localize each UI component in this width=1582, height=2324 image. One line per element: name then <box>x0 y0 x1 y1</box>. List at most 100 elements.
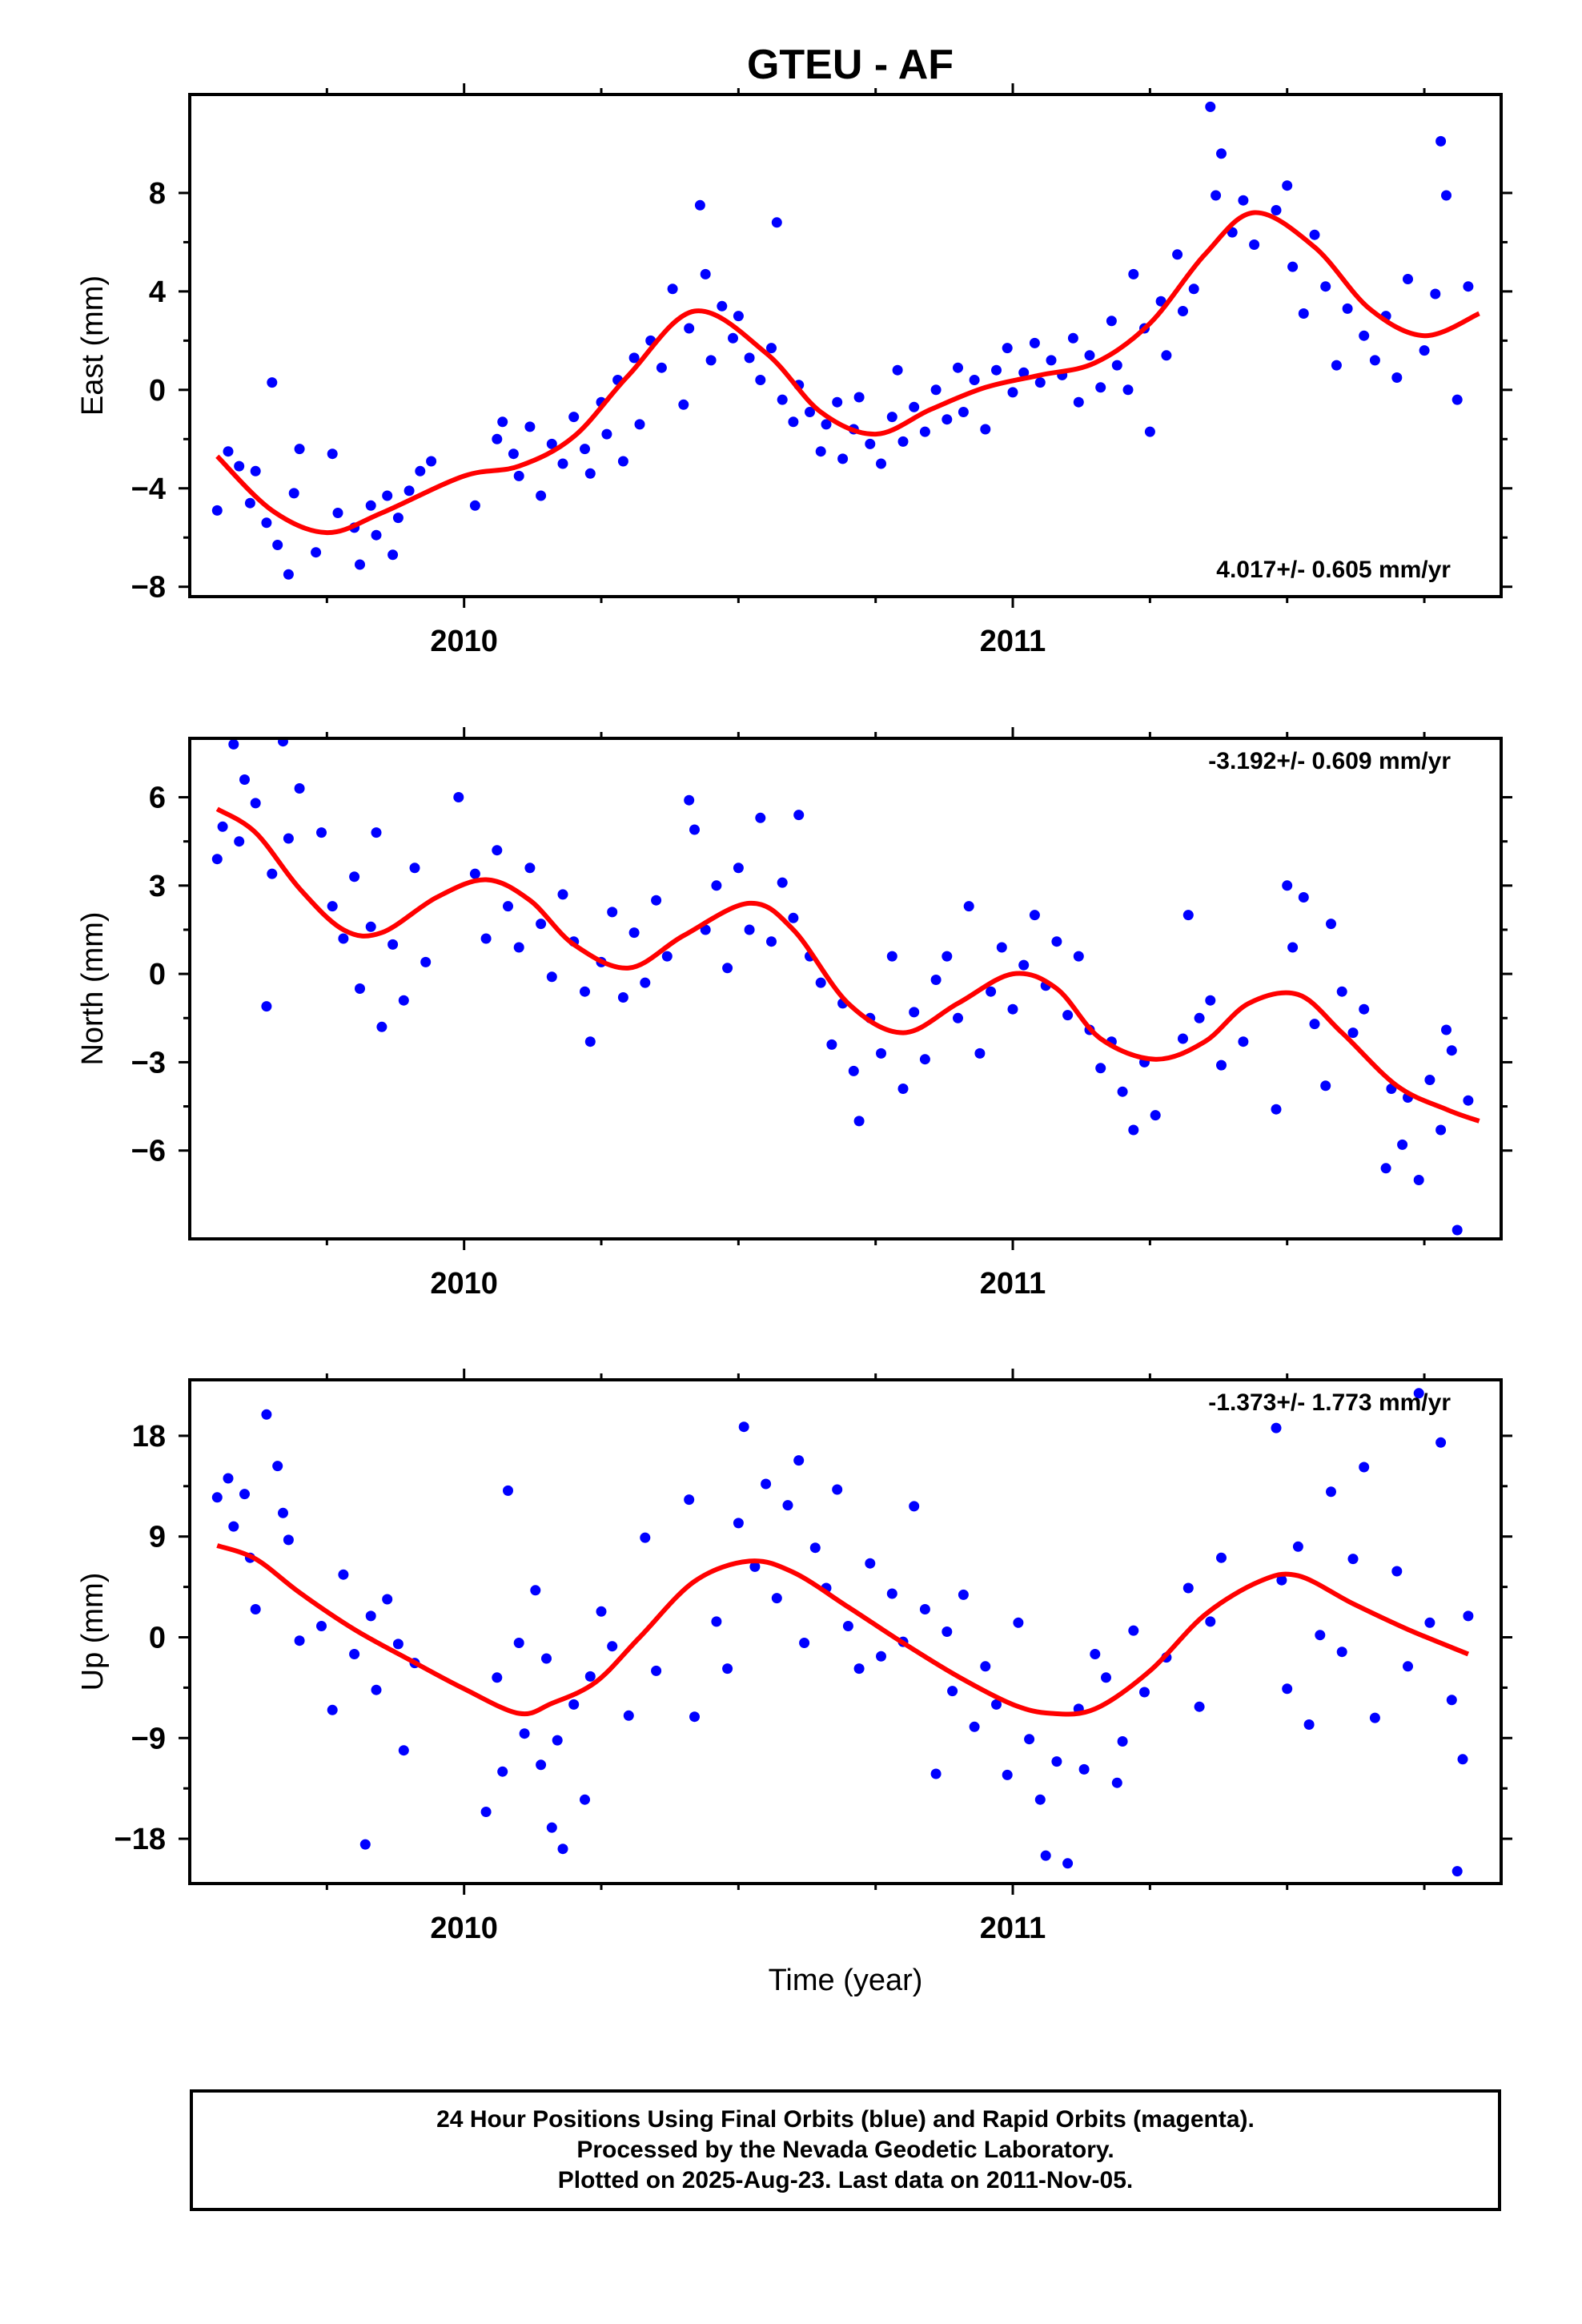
data-point <box>1238 195 1249 206</box>
data-point <box>771 217 782 228</box>
data-point <box>492 1672 503 1683</box>
data-point <box>223 446 234 457</box>
data-point <box>1282 180 1293 191</box>
data-point <box>327 1704 338 1715</box>
data-point <box>376 1021 387 1032</box>
data-point <box>793 810 805 821</box>
data-point <box>963 901 974 912</box>
data-point <box>1128 1124 1139 1136</box>
panel-east: 2010 2011 −8 −4 0 4 8 East (mm) 4.017+/- 0.605 m… <box>76 83 1512 658</box>
data-point <box>805 407 815 417</box>
data-point <box>1018 367 1030 378</box>
data-point <box>1178 306 1188 316</box>
data-point <box>211 1492 223 1503</box>
data-point <box>261 517 272 529</box>
data-point <box>1024 1734 1035 1745</box>
data-point <box>211 505 223 516</box>
fit-curve <box>216 1543 1470 1717</box>
data-point <box>568 412 580 423</box>
y-tick-label: 9 <box>149 1521 166 1554</box>
y-axis-label: North (mm) <box>76 911 110 1065</box>
data-point <box>552 1735 563 1746</box>
footer-line-3: Plotted on 2025-Aug-23. Last data on 201… <box>557 2167 1134 2193</box>
data-point <box>1211 190 1222 201</box>
data-point <box>1216 1552 1227 1563</box>
data-point <box>684 794 695 806</box>
data-point <box>684 323 695 334</box>
data-point <box>986 986 997 997</box>
plot-frame <box>188 737 1503 1240</box>
data-point <box>886 1588 897 1599</box>
data-point <box>1403 274 1413 284</box>
data-point <box>1051 1756 1062 1767</box>
data-point <box>607 907 618 918</box>
data-point <box>886 412 897 423</box>
data-point <box>1336 986 1347 997</box>
data-point <box>865 1558 876 1569</box>
data-point <box>711 880 722 891</box>
data-point <box>1320 1080 1331 1092</box>
data-point <box>371 1684 382 1695</box>
data-point <box>969 1721 980 1732</box>
data-point <box>1315 1630 1326 1641</box>
data-point <box>1303 1719 1315 1730</box>
data-point <box>1298 892 1309 903</box>
data-point <box>536 1759 547 1771</box>
data-point <box>733 1518 744 1529</box>
data-point <box>601 428 612 440</box>
data-point <box>853 392 865 403</box>
data-point <box>1326 1486 1336 1498</box>
data-point <box>1051 936 1062 947</box>
data-point <box>821 419 832 430</box>
data-points <box>211 738 1474 1236</box>
data-point <box>580 444 590 455</box>
data-point <box>865 438 876 449</box>
velocity-annotation: -3.192+/- 0.609 mm/yr <box>1208 748 1451 774</box>
data-point <box>1194 1012 1205 1023</box>
data-point <box>492 433 503 444</box>
data-point <box>1078 1763 1090 1775</box>
data-point <box>1117 1736 1128 1747</box>
data-point <box>1347 1027 1359 1039</box>
data-point <box>733 862 744 874</box>
data-point <box>1117 1086 1128 1097</box>
data-point <box>1182 1582 1194 1594</box>
data-point <box>969 375 980 385</box>
data-point <box>628 927 640 939</box>
data-point <box>1034 1794 1046 1805</box>
data-point <box>700 924 711 935</box>
data-point <box>316 1621 327 1631</box>
data-point <box>382 490 393 501</box>
data-point <box>1463 1610 1474 1622</box>
data-point <box>387 549 399 561</box>
data-point <box>365 921 376 932</box>
data-point <box>826 1039 837 1050</box>
data-point <box>1249 239 1260 250</box>
data-point <box>1359 1462 1370 1473</box>
data-point <box>733 311 744 322</box>
data-point <box>782 1500 793 1511</box>
y-axis-label: East (mm) <box>76 275 110 416</box>
data-point <box>722 963 733 974</box>
data-point <box>278 1507 288 1518</box>
data-point <box>283 833 294 844</box>
data-point <box>766 343 777 354</box>
data-point <box>919 1054 930 1065</box>
data-point <box>607 1641 618 1652</box>
data-point <box>942 951 953 962</box>
data-point <box>1013 1617 1024 1628</box>
data-point <box>480 933 492 944</box>
data-point <box>897 1084 909 1094</box>
data-point <box>497 1766 508 1777</box>
plot-frame <box>188 1378 1503 1885</box>
data-point <box>557 889 568 900</box>
data-point <box>596 1606 607 1617</box>
data-point <box>953 362 963 373</box>
data-point <box>1446 1695 1457 1706</box>
data-point <box>711 1616 722 1627</box>
data-point <box>919 1604 930 1614</box>
data-point <box>815 977 826 988</box>
data-point <box>1369 1712 1380 1723</box>
data-point <box>1271 1104 1282 1115</box>
data-point <box>415 465 426 476</box>
